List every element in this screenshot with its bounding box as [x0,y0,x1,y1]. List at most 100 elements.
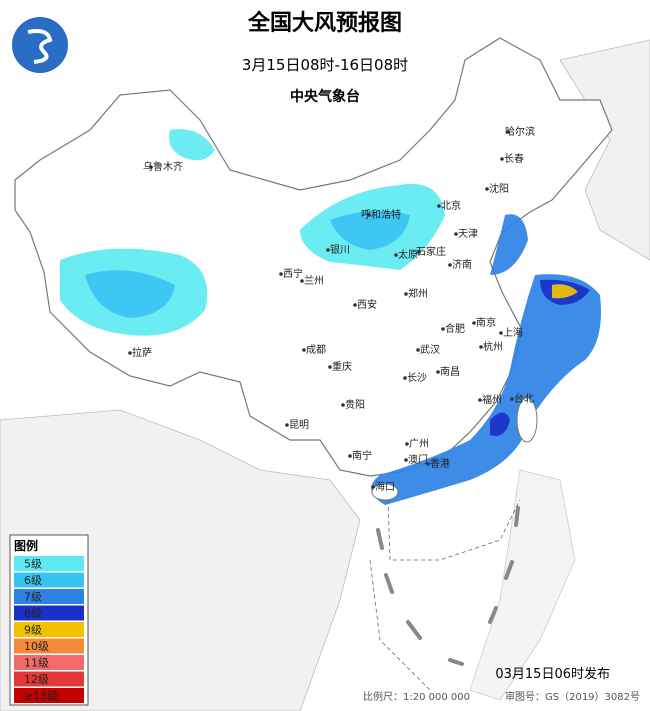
city-dot [367,213,371,217]
city-dot [394,253,398,257]
city-label: 上海 [503,326,523,339]
city-label: 西宁 [283,267,303,280]
city-dot [326,248,330,252]
city-label: 长沙 [407,372,427,384]
city-label: 拉萨 [132,346,152,359]
city-label: 银川 [330,243,350,256]
legend-swatch [14,688,84,703]
city-dot [506,130,510,134]
legend: 5级 6级 7级 8级 9级 10级 11级 12级 ≥13级 [14,556,84,703]
city-dot [128,351,132,355]
wind-area [490,214,528,275]
city-label: 成都 [306,344,326,356]
title: 全国大风预报图 [247,10,402,36]
city-dot [300,279,304,283]
legend-label: 11级 [24,657,49,670]
city-label: 呼和浩特 [361,209,401,221]
wind-area [330,211,410,250]
city-dot [448,263,452,267]
legend-label: 12级 [24,673,49,686]
city-label: 澳门 [408,453,428,466]
city-dot [404,292,408,296]
city-label: 长春 [504,153,524,165]
city-dot [149,165,153,169]
city-label: 广州 [409,438,429,450]
city-dot [479,345,483,349]
city-dot [405,442,409,446]
hainan [371,483,399,501]
city-label: 北京 [441,199,461,212]
city-dot [285,423,289,427]
city-label: 杭州 [483,340,503,353]
city-label: 天津 [458,228,478,240]
city-dot [341,403,345,407]
legend-swatch [14,638,84,654]
city-label: 济南 [452,258,472,271]
city-label: 福州 [482,393,502,406]
legend-label: ≥13级 [24,690,58,703]
legend-swatch [14,556,84,571]
city-dot [436,370,440,374]
china-outline [14,37,613,477]
city-label: 香港 [430,458,450,470]
city-label: 乌鲁木齐 [143,160,183,173]
wind-area [85,270,175,318]
city-dot [426,462,430,466]
legend-label: 5级 [24,558,42,571]
sea-boundaries [369,499,521,691]
city-label: 贵阳 [345,398,365,411]
legend-title: 图例 [14,538,38,553]
city-dot [416,348,420,352]
city-dot [485,187,489,191]
city-dot [510,397,514,401]
city-label: 昆明 [289,419,309,431]
city-dot [348,454,352,458]
city-dot [302,348,306,352]
city-label: 台北 [514,392,534,405]
neighbor-land [0,409,361,711]
wind-areas [60,129,601,505]
city-dot [279,272,283,276]
period: 3月15日08时-16日08时 [242,56,408,74]
city-dot [500,157,504,161]
city-dot [441,327,445,331]
city-label: 南宁 [352,449,372,462]
wind-area [169,129,215,161]
legend-label: 8级 [24,607,42,620]
city-dot [437,204,441,208]
legend-label: 10级 [24,640,49,653]
legend-label: 9级 [24,624,42,637]
city-dot [404,458,408,462]
legend-swatch [14,605,84,621]
city-dot [499,331,503,335]
city-dot [472,321,476,325]
city-dot [403,376,407,380]
city-label: 合肥 [445,322,465,335]
city-dot [353,303,357,307]
legend-swatch [14,572,84,588]
city-label: 南昌 [440,365,460,378]
wind-area [552,284,578,299]
city-label: 哈尔滨 [505,125,535,138]
city-dot [454,232,458,236]
city-label: 沈阳 [489,182,509,195]
city-dot [417,250,421,254]
city-dot [371,485,375,489]
city-label: 兰州 [304,274,324,287]
issued: 03月15日06时发布 [495,666,610,682]
city-label: 海口 [375,480,395,493]
city-label: 南京 [476,316,496,329]
legend-swatch [14,671,84,687]
dash-line [376,506,520,666]
city-label: 武汉 [420,343,440,356]
emblem-mark [27,29,53,64]
scale: 比例尺：1:20 000 000 [363,690,470,703]
legend-label: 7级 [24,591,42,604]
agency: 中央气象台 [290,88,360,105]
legend-label: 6级 [24,574,42,587]
neighbor-land [559,39,650,261]
legend-swatch [14,589,84,604]
city-label: 重庆 [332,360,352,373]
